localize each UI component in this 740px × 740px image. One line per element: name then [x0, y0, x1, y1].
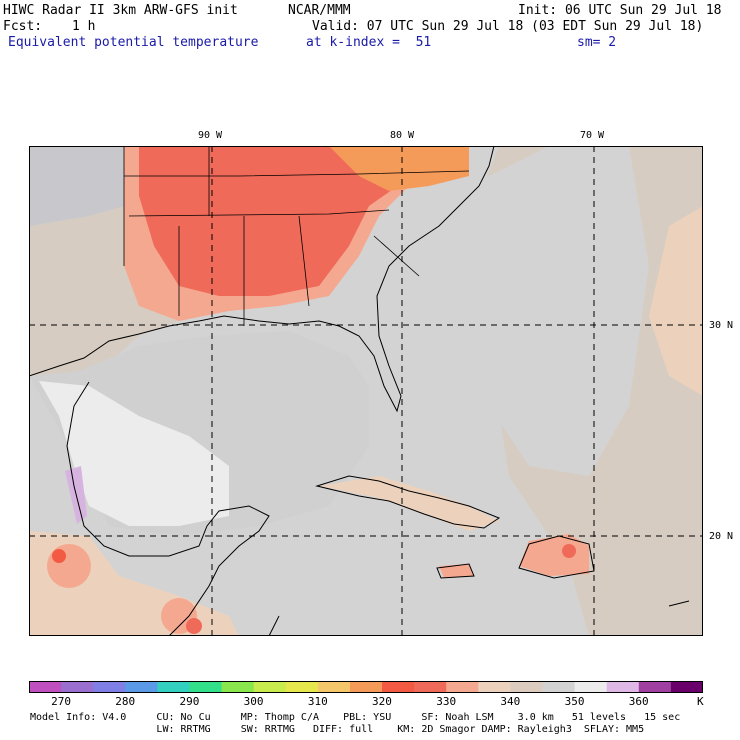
colorbar-tick-label: 330 [436, 695, 457, 708]
colorbar-swatch [510, 681, 544, 693]
colorbar-swatch [478, 681, 511, 693]
field-mexico-pink-1 [47, 544, 91, 588]
colorbar-swatch [446, 681, 479, 693]
model-info-line-1: Model Info: V4.0 CU: No Cu MP: Thomp C/A… [30, 712, 681, 723]
smoothing-info: sm= 2 [577, 35, 617, 50]
lat-label-30n: 30 N [709, 320, 734, 331]
field-northwest-grey [29, 146, 124, 226]
field-name: Equivalent potential temperature [8, 35, 259, 50]
colorbar [29, 681, 703, 693]
colorbar-swatch [670, 681, 703, 693]
colorbar-swatch [285, 681, 319, 693]
forecast-hour: 1 h [72, 19, 96, 34]
colorbar-swatch [382, 681, 415, 693]
colorbar-swatch [542, 681, 576, 693]
colorbar-tick-label: 310 [307, 695, 328, 708]
colorbar-swatch [574, 681, 608, 693]
colorbar-tick-label: 320 [372, 695, 392, 708]
colorbar-swatch [606, 681, 640, 693]
valid-time: Valid: 07 UTC Sun 29 Jul 18 (03 EDT Sun … [312, 19, 704, 34]
forecast-label: Fcst: [3, 19, 43, 34]
colorbar-swatch [253, 681, 287, 693]
colorbar-swatch [189, 681, 223, 693]
colorbar-swatch [29, 681, 62, 693]
colorbar-swatch [638, 681, 672, 693]
field-orange-band [329, 146, 469, 191]
colorbar-swatch [414, 681, 447, 693]
colorbar-tick-label: 360 [628, 695, 649, 708]
field-jamaica [439, 564, 474, 578]
field-hispaniola-hot [562, 544, 576, 558]
colorbar-swatch [349, 681, 383, 693]
org-label: NCAR/MMM [288, 3, 351, 18]
colorbar-swatch [93, 681, 126, 693]
colorbar-tick-label: 340 [500, 695, 521, 708]
colorbar-swatch [221, 681, 255, 693]
lat-label-20n: 20 N [709, 531, 734, 542]
colorbar-swatch [125, 681, 158, 693]
field-cuba [319, 476, 499, 531]
colorbar-tick-label: 280 [115, 695, 136, 708]
field-mexico-red [186, 618, 202, 634]
state-borders [123, 146, 470, 326]
colorbar-tick-label: 350 [564, 695, 585, 708]
colorbar-tick-label: 290 [179, 695, 200, 708]
init-time: Init: 06 UTC Sun 29 Jul 18 [518, 3, 722, 18]
lon-label-80w: 80 W [390, 130, 415, 141]
colorbar-swatch [157, 681, 190, 693]
graticule [29, 146, 703, 636]
model-info-line-2: LW: RRTMG SW: RRTMG DIFF: full KM: 2D Sm… [30, 724, 645, 735]
colorbar-unit: K [697, 695, 704, 708]
field-se-hot [139, 146, 449, 296]
map-frame [29, 146, 703, 636]
colorbar-tick-label: 270 [51, 695, 71, 708]
colorbar-tick-label: 300 [243, 695, 264, 708]
level-info: at k-index = 51 [306, 35, 432, 50]
field-gulf-white [39, 381, 229, 526]
colorbar-swatch [317, 681, 351, 693]
field-east-peach [649, 206, 703, 396]
colorbar-swatch [61, 681, 94, 693]
lon-label-70w: 70 W [580, 130, 605, 141]
model-title: HIWC Radar II 3km ARW-GFS init [3, 3, 238, 18]
field-mexico-red-2 [52, 549, 66, 563]
colorbar-frame [29, 681, 703, 693]
lon-label-90w: 90 W [198, 130, 223, 141]
theta-e-map [29, 146, 703, 636]
